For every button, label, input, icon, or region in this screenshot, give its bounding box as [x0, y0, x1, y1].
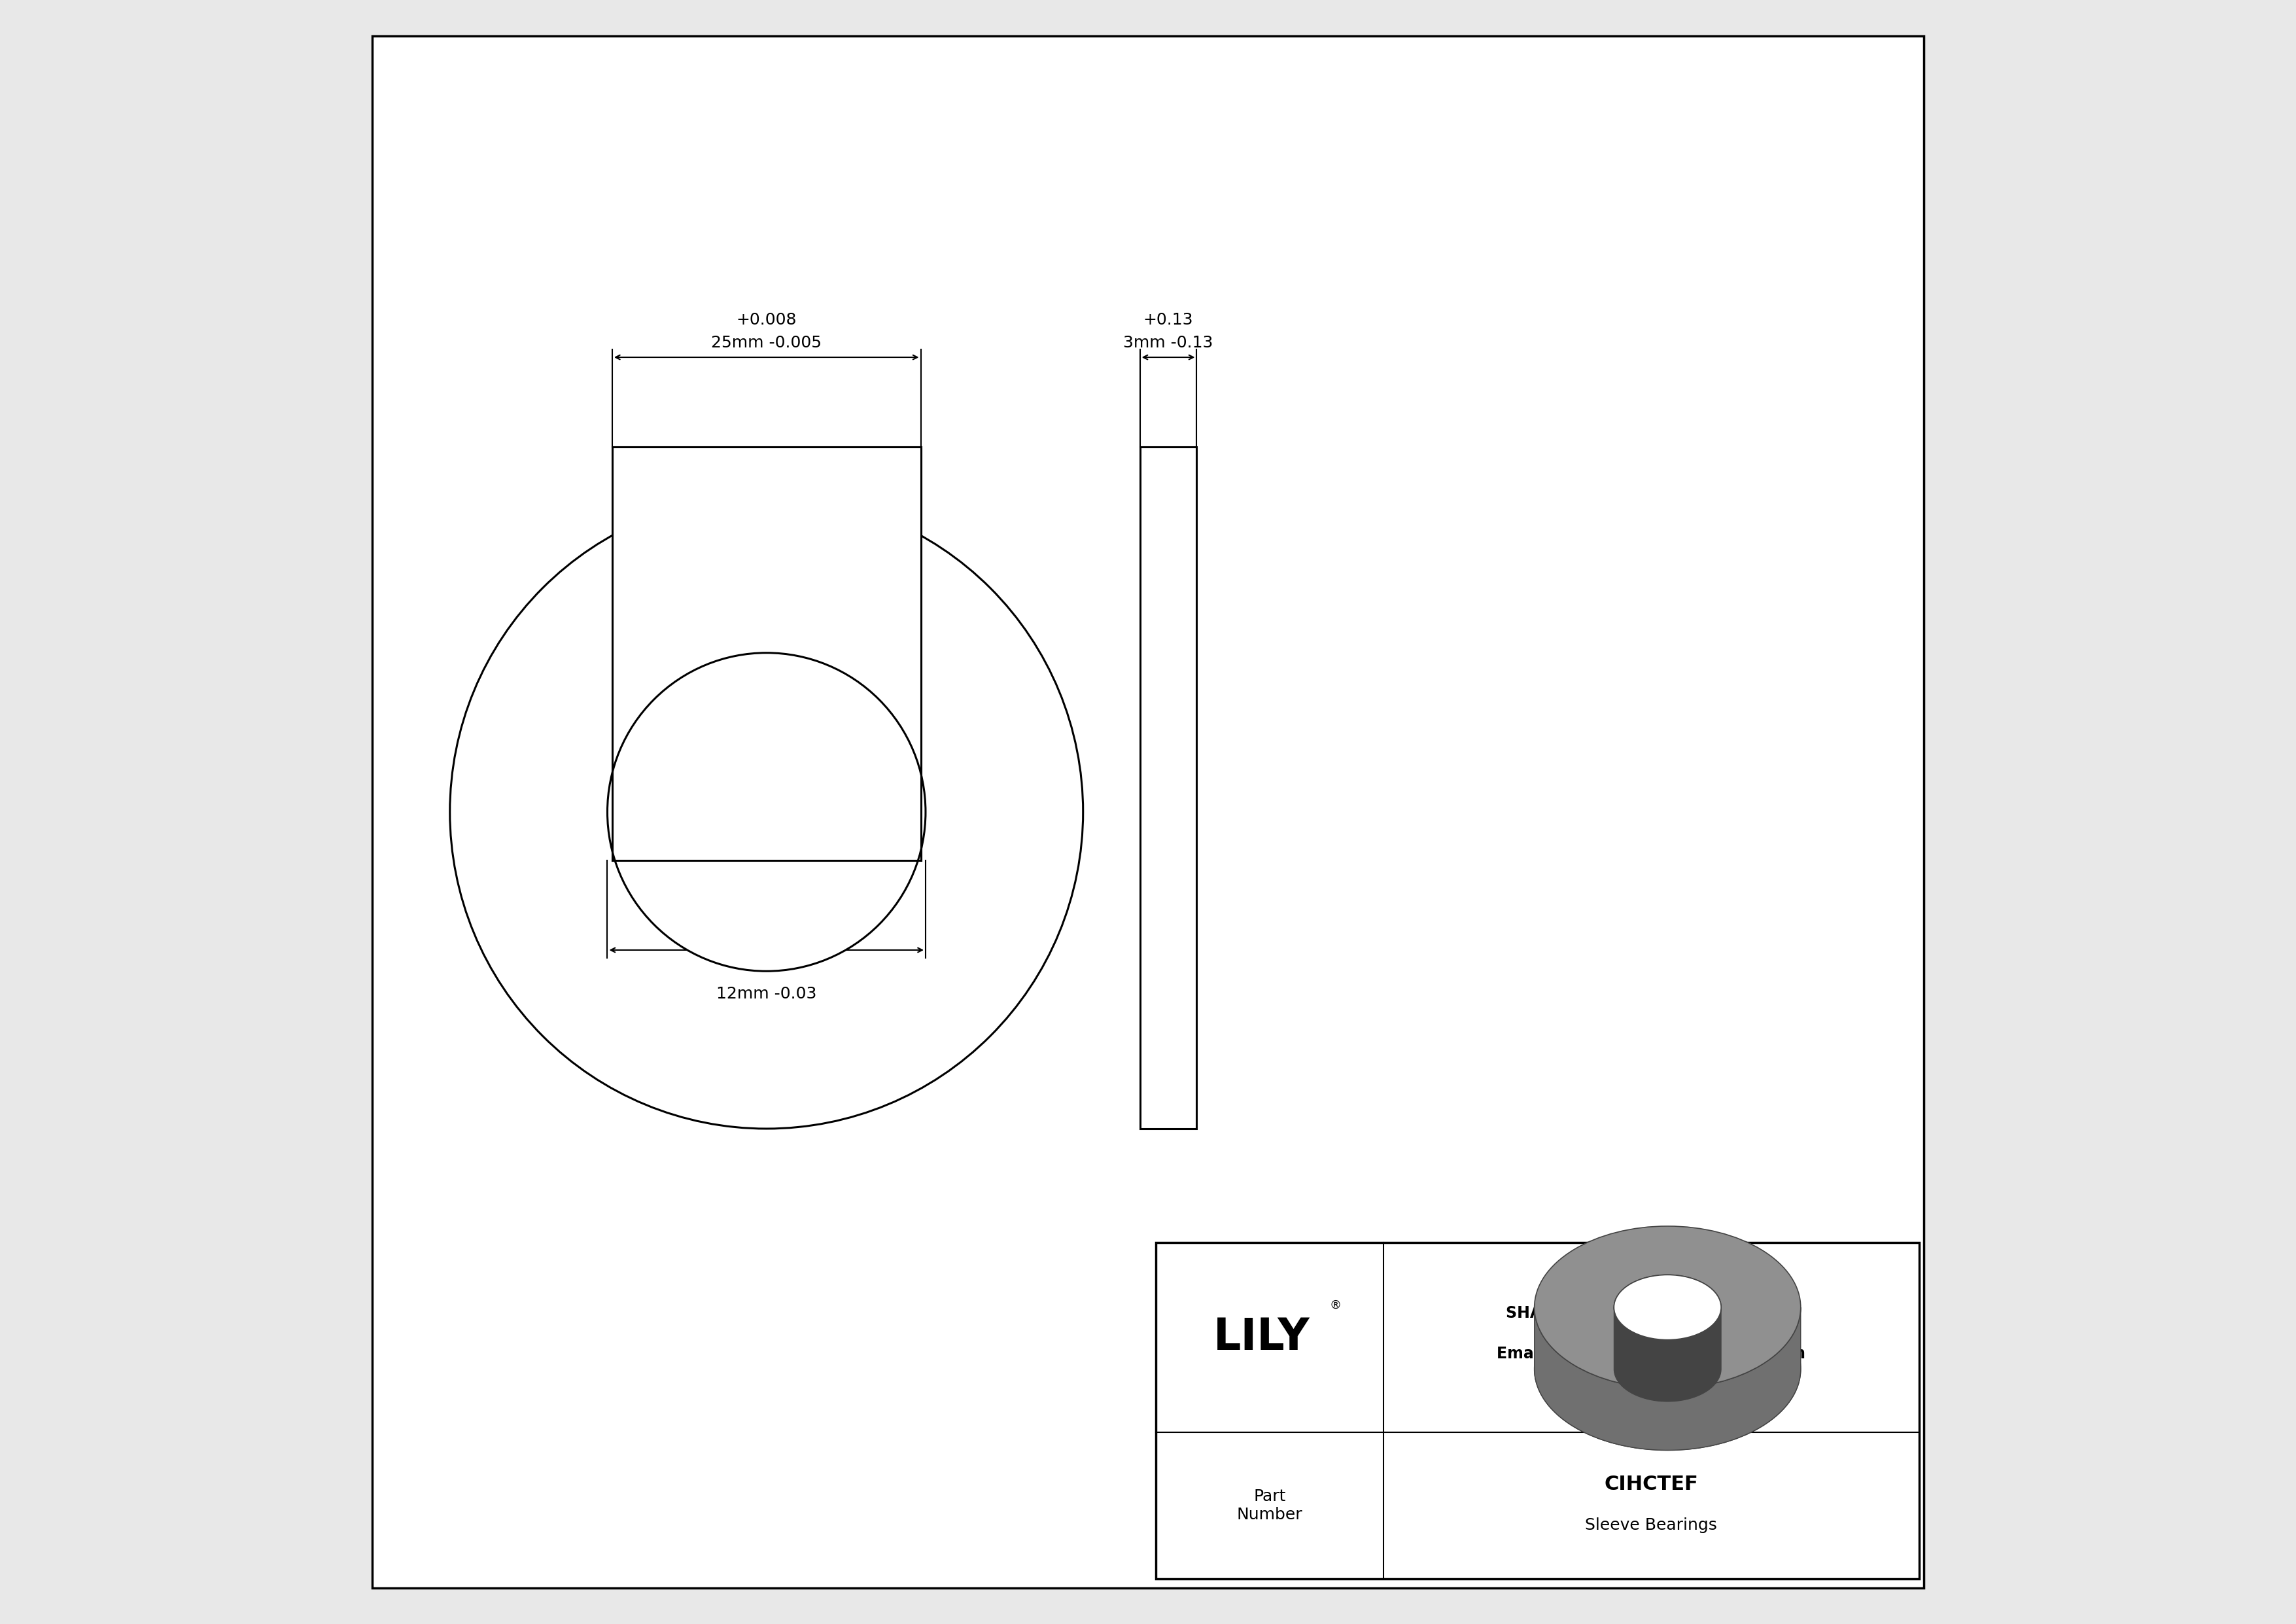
Ellipse shape	[1614, 1275, 1722, 1340]
Text: Part
Number: Part Number	[1238, 1489, 1302, 1522]
Text: CIHCTEF: CIHCTEF	[1605, 1475, 1699, 1494]
Text: +0.008: +0.008	[737, 312, 797, 328]
Polygon shape	[1614, 1307, 1722, 1402]
Ellipse shape	[1534, 1288, 1800, 1450]
Bar	[613, 447, 921, 861]
Text: 3mm -0.13: 3mm -0.13	[1123, 335, 1212, 351]
Circle shape	[450, 495, 1084, 1129]
Bar	[1139, 447, 1196, 1129]
Text: +0.03: +0.03	[742, 958, 792, 974]
Text: Email: lilybearing@lily-bearing.com: Email: lilybearing@lily-bearing.com	[1497, 1346, 1805, 1361]
Text: +0.13: +0.13	[1143, 312, 1194, 328]
Text: ®: ®	[1329, 1299, 1341, 1311]
Ellipse shape	[1534, 1226, 1800, 1389]
Text: Sleeve Bearings: Sleeve Bearings	[1584, 1517, 1717, 1533]
Text: SHANGHAI LILY BEARING LIMITED: SHANGHAI LILY BEARING LIMITED	[1506, 1306, 1795, 1320]
Bar	[613, 447, 921, 861]
Polygon shape	[1534, 1307, 1800, 1450]
Circle shape	[608, 653, 925, 971]
Text: LILY: LILY	[1212, 1315, 1311, 1359]
Text: 25mm -0.005: 25mm -0.005	[712, 335, 822, 351]
Bar	[1157, 1242, 1919, 1579]
Bar	[613, 447, 921, 861]
Ellipse shape	[1614, 1275, 1722, 1340]
Text: 12mm -0.03: 12mm -0.03	[716, 986, 817, 1002]
